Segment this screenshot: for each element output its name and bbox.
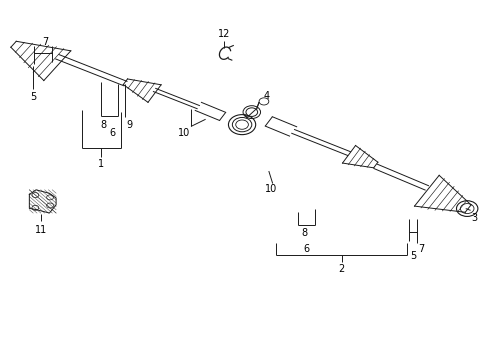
Text: 10: 10 (177, 128, 189, 138)
Text: 2: 2 (338, 264, 344, 274)
Text: 7: 7 (42, 37, 48, 48)
Text: 10: 10 (264, 184, 277, 194)
Text: 6: 6 (109, 128, 115, 138)
Text: 9: 9 (126, 120, 133, 130)
Text: 12: 12 (218, 29, 230, 39)
Text: 8: 8 (301, 228, 307, 238)
Text: 3: 3 (470, 213, 477, 223)
Text: 4: 4 (264, 91, 269, 101)
Text: 8: 8 (100, 120, 106, 130)
Text: 5: 5 (409, 251, 415, 261)
Text: 11: 11 (35, 225, 47, 235)
Text: 6: 6 (303, 244, 309, 253)
Text: 7: 7 (418, 244, 424, 254)
Text: 5: 5 (30, 93, 36, 103)
Text: 1: 1 (98, 159, 104, 169)
